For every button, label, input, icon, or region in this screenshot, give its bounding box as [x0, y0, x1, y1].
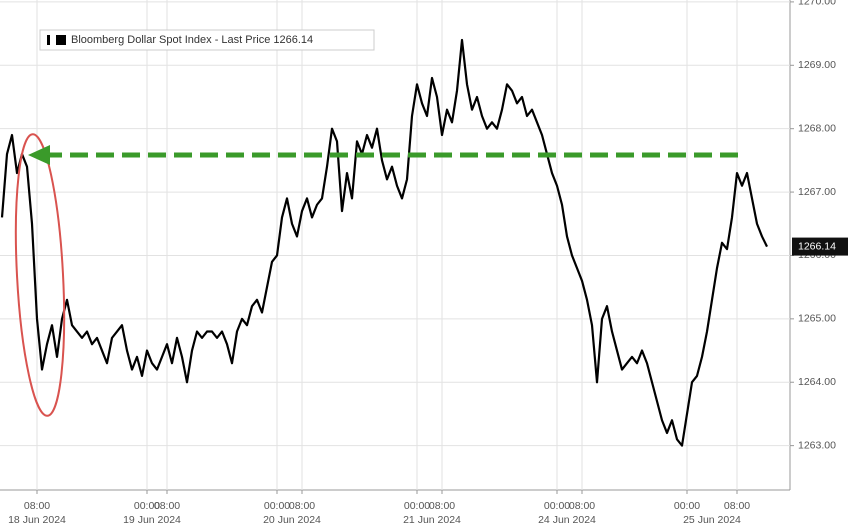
x-tick-label: 08:00	[569, 500, 595, 512]
y-tick-label: 1263.00	[798, 439, 836, 451]
y-tick-label: 1264.00	[798, 376, 836, 388]
y-tick-label: 1270.00	[798, 0, 836, 8]
marks	[0, 38, 768, 447]
legend-label: Bloomberg Dollar Spot Index - Last Price…	[71, 34, 313, 46]
x-tick-label: 08:00	[724, 500, 750, 512]
x-date-label: 21 Jun 2024	[403, 514, 461, 526]
y-tick-label: 1269.00	[798, 59, 836, 71]
last-price-box	[792, 237, 848, 256]
legend	[39, 29, 375, 51]
x-date-label: 20 Jun 2024	[263, 514, 321, 526]
x-tick-label: 00:00	[264, 500, 290, 512]
x-tick-label: 00:00	[404, 500, 430, 512]
arrow-head	[28, 145, 50, 165]
y-tick-label: 1265.00	[798, 313, 836, 325]
x-tick-label: 00:00	[134, 500, 160, 512]
x-tick-label: 08:00	[24, 500, 50, 512]
highlight-ellipse	[14, 133, 66, 417]
x-tick-label: 08:00	[289, 500, 315, 512]
x-tick-label: 08:00	[154, 500, 180, 512]
x-date-label: 25 Jun 2024	[683, 514, 741, 526]
x-date-label: 18 Jun 2024	[8, 514, 66, 526]
x-date-label: 19 Jun 2024	[123, 514, 181, 526]
series-line	[0, 38, 768, 447]
last-price-label: 1266.14	[798, 240, 836, 252]
x-tick-label: 00:00	[674, 500, 700, 512]
overlay: 1266.14	[792, 237, 848, 256]
legend-swatch	[56, 35, 66, 45]
x-tick-label: 08:00	[429, 500, 455, 512]
y-tick-label: 1268.00	[798, 122, 836, 134]
legend-tick	[47, 35, 50, 45]
x-date-label: 24 Jun 2024	[538, 514, 596, 526]
y-tick-label: 1267.00	[798, 186, 836, 198]
x-tick-label: 00:00	[544, 500, 570, 512]
